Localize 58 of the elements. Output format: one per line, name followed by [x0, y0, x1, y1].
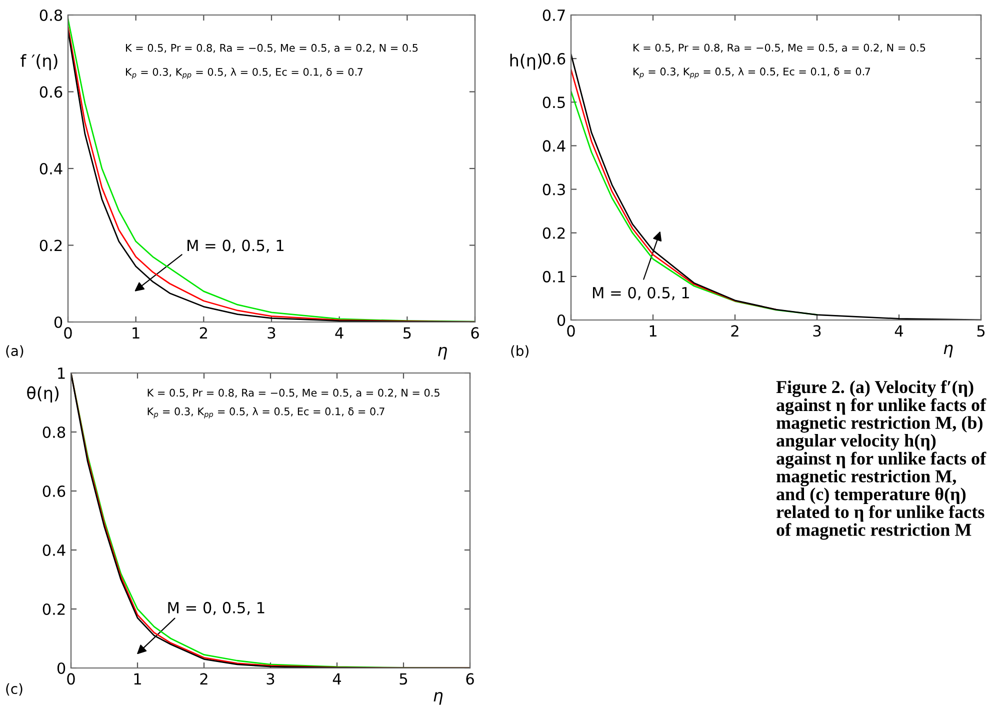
y-tick-label: 0.2 [42, 603, 65, 616]
x-axis-title: η [434, 692, 443, 705]
x-tick-label: 3 [266, 673, 274, 685]
annotation: M = 0, 0.5, 1 [188, 240, 284, 253]
annotation: K = 0.5, Pr = 0.8, Ra = −0.5, Me = 0.5, a = 0.2, N = 0.5 [148, 388, 440, 398]
text: (a) [6, 345, 24, 358]
annotation: K = 0.5, Pr = 0.8, Ra = −0.5, Me = 0.5, a = 0.2, N = 0.5 [634, 44, 926, 53]
y-tick-label: 0.2 [40, 240, 62, 252]
y-axis-title: θ(η) [27, 386, 59, 402]
x-tick-label: 2 [200, 327, 207, 338]
annotation: M = 0, 0.5, 1 [168, 602, 264, 615]
x-tick-label: 1 [134, 673, 141, 684]
y-tick-label: 0 [557, 314, 566, 326]
annotation: K$_{p}$ = 0.3, K$_{pp}$ = 0.5, λ = 0.5, Ec = 0.1, δ = 0.7 [126, 68, 363, 79]
y-tick-label: 0.6 [542, 53, 566, 65]
text: Figure 2. (a) Velocity f′(η) against η for unlike facts of magnetic restriction M, (b) angular velocity h(η) against η for unlike facts of magnetic restriction M, and (c) temperature θ(η) related to η for unlike facts of magnetic restriction M [776, 380, 986, 540]
y-tick-label: 0.1 [542, 270, 565, 282]
x-tick-label: 3 [813, 325, 821, 337]
x-tick-label: 4 [335, 327, 344, 338]
x-tick-label: 6 [471, 327, 479, 339]
y-tick-label: 0.6 [40, 86, 62, 98]
x-tick-label: 0 [567, 325, 575, 337]
y-tick-label: 0.8 [42, 426, 66, 438]
annotation: K = 0.5, Pr = 0.8, Ra = −0.5, Me = 0.5, a = 0.2, N = 0.5 [126, 44, 418, 53]
y-tick-label: 0.4 [42, 544, 66, 556]
y-tick-label: 0 [54, 316, 62, 328]
text: (c) [6, 683, 22, 696]
x-tick-label: 2 [200, 673, 208, 684]
x-tick-label: 4 [894, 325, 904, 336]
x-tick-label: 5 [977, 325, 985, 337]
text: (b) [511, 345, 528, 358]
x-tick-label: 6 [466, 673, 474, 685]
y-tick-label: 0.4 [542, 140, 566, 152]
x-tick-label: 2 [731, 325, 738, 336]
x-tick-label: 1 [650, 325, 656, 336]
y-tick-label: 0 [57, 662, 66, 674]
x-axis-title: η [438, 346, 447, 360]
y-tick-label: 0.2 [542, 227, 565, 239]
y-axis-title: h(η) [510, 54, 542, 70]
x-tick-label: 3 [268, 327, 276, 339]
x-tick-label: 5 [400, 673, 408, 685]
y-tick-label: 1 [58, 368, 65, 379]
annotation: M = 0, 0.5, 1 [593, 286, 689, 300]
x-tick-label: 0 [67, 673, 75, 685]
y-tick-label: 0.4 [40, 162, 62, 175]
y-tick-label: 0.5 [542, 96, 565, 108]
annotation: K$_{p}$ = 0.3, K$_{pp}$ = 0.5, λ = 0.5, Ec = 0.1, δ = 0.7 [148, 407, 384, 418]
y-tick-label: 0.6 [42, 485, 66, 498]
line-series [571, 90, 818, 316]
x-axis-title: η [944, 344, 953, 358]
y-tick-label: 0.8 [40, 9, 62, 22]
x-tick-label: 5 [403, 327, 411, 339]
x-tick-label: 1 [132, 327, 140, 338]
y-axis-title: f ′(η) [20, 54, 58, 70]
x-tick-label: 4 [332, 673, 342, 684]
y-tick-label: 0.3 [542, 184, 565, 196]
y-tick-label: 0.7 [542, 9, 565, 22]
annotation: K$_{p}$ = 0.3, K$_{pp}$ = 0.5, λ = 0.5, Ec = 0.1, δ = 0.7 [634, 67, 870, 79]
